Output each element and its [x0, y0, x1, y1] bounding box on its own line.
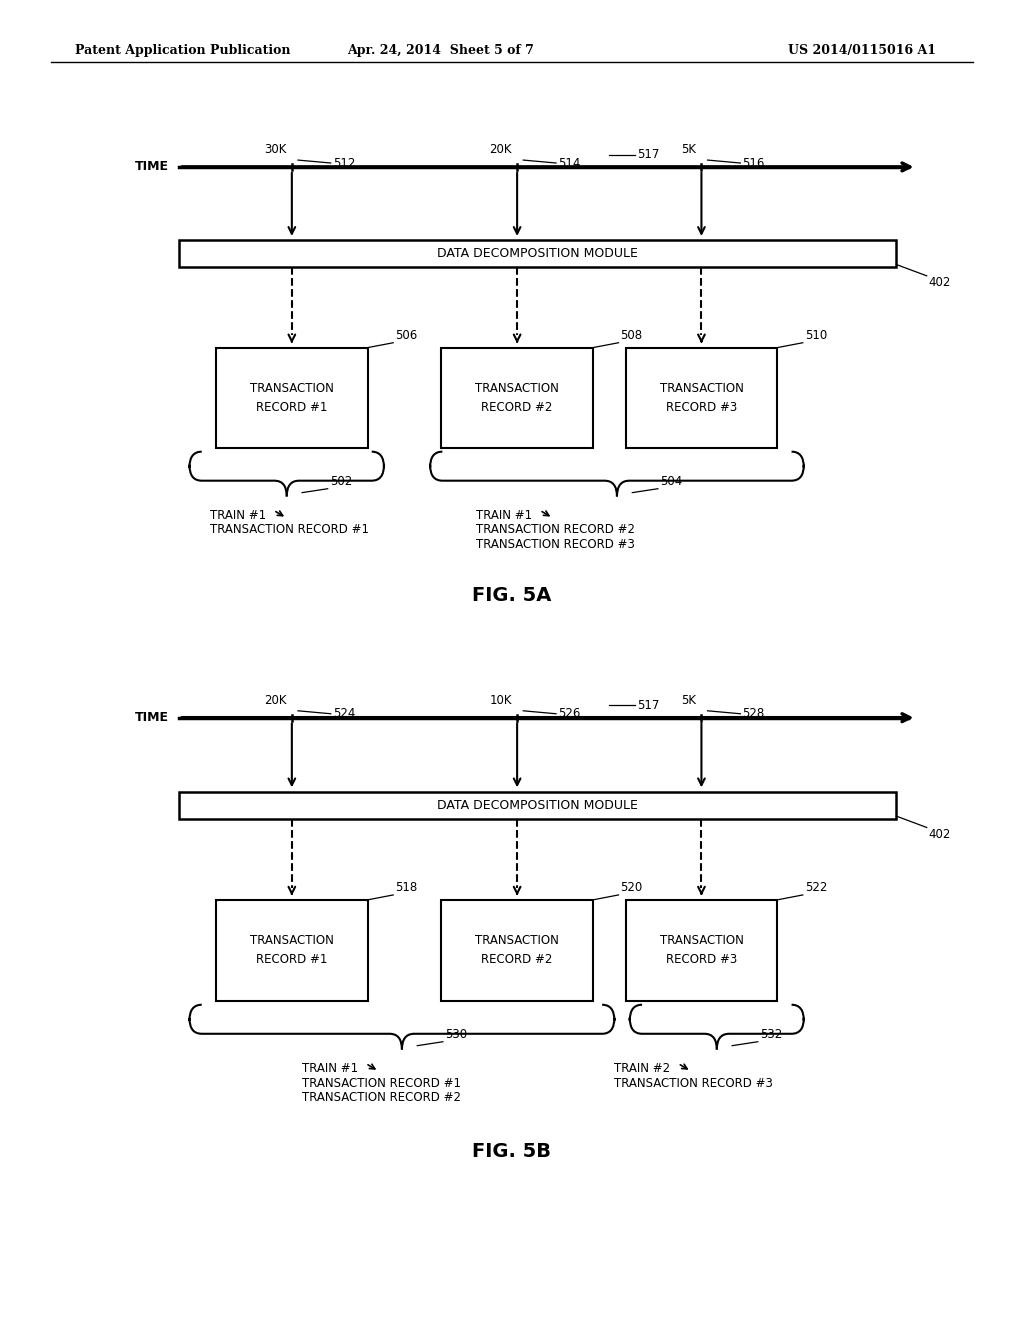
Text: TRANSACTION RECORD #3: TRANSACTION RECORD #3 [476, 539, 635, 550]
Text: TRANSACTION RECORD #3: TRANSACTION RECORD #3 [614, 1077, 773, 1090]
Text: TRANSACTION RECORD #1: TRANSACTION RECORD #1 [302, 1077, 461, 1090]
Text: Apr. 24, 2014  Sheet 5 of 7: Apr. 24, 2014 Sheet 5 of 7 [347, 44, 534, 57]
Text: 5K: 5K [681, 143, 696, 156]
Text: TRAIN #1: TRAIN #1 [302, 1061, 358, 1074]
Text: 5K: 5K [681, 694, 696, 706]
Text: 520: 520 [621, 882, 643, 895]
Text: 20K: 20K [264, 694, 287, 706]
Text: 508: 508 [621, 329, 643, 342]
Text: 20K: 20K [489, 143, 512, 156]
Text: DATA DECOMPOSITION MODULE: DATA DECOMPOSITION MODULE [437, 247, 638, 260]
Text: 512: 512 [333, 157, 355, 169]
Text: 528: 528 [742, 708, 765, 721]
Text: 514: 514 [558, 157, 581, 169]
Text: 402: 402 [929, 828, 951, 841]
Bar [626, 900, 777, 1001]
Text: TRANSACTION
RECORD #2: TRANSACTION RECORD #2 [475, 935, 559, 966]
Text: TRANSACTION
RECORD #1: TRANSACTION RECORD #1 [250, 381, 334, 413]
Text: 526: 526 [558, 708, 581, 721]
Text: TRANSACTION RECORD #2: TRANSACTION RECORD #2 [302, 1092, 461, 1105]
Bar [216, 900, 368, 1001]
Text: 524: 524 [333, 708, 355, 721]
Text: 504: 504 [660, 475, 682, 488]
Bar [216, 347, 368, 447]
Bar [441, 347, 593, 447]
Text: TRANSACTION
RECORD #3: TRANSACTION RECORD #3 [659, 935, 743, 966]
Text: TRAIN #2: TRAIN #2 [614, 1061, 671, 1074]
Text: 506: 506 [395, 329, 418, 342]
Text: TRANSACTION
RECORD #2: TRANSACTION RECORD #2 [475, 381, 559, 413]
Text: 518: 518 [395, 882, 418, 895]
Text: FIG. 5B: FIG. 5B [472, 1142, 552, 1160]
Bar [179, 240, 896, 267]
Text: TRAIN #1: TRAIN #1 [210, 508, 266, 521]
Text: 10K: 10K [489, 694, 512, 706]
Text: TRANSACTION RECORD #1: TRANSACTION RECORD #1 [210, 524, 369, 536]
Text: 517: 517 [637, 698, 659, 711]
Bar [441, 900, 593, 1001]
Text: 502: 502 [330, 475, 352, 488]
Text: TIME: TIME [135, 161, 169, 173]
Text: Patent Application Publication: Patent Application Publication [75, 44, 290, 57]
Text: 530: 530 [444, 1028, 467, 1041]
Bar [626, 347, 777, 447]
Text: TRANSACTION
RECORD #1: TRANSACTION RECORD #1 [250, 935, 334, 966]
Text: 30K: 30K [264, 143, 287, 156]
Text: 522: 522 [805, 882, 827, 895]
Text: FIG. 5A: FIG. 5A [472, 586, 552, 605]
Text: 517: 517 [637, 148, 659, 161]
Text: 402: 402 [929, 276, 951, 289]
Text: 516: 516 [742, 157, 765, 169]
Text: TRANSACTION RECORD #2: TRANSACTION RECORD #2 [476, 524, 635, 536]
Text: TRAIN #1: TRAIN #1 [476, 508, 532, 521]
Text: 532: 532 [760, 1028, 782, 1041]
Text: US 2014/0115016 A1: US 2014/0115016 A1 [788, 44, 937, 57]
Bar [179, 792, 896, 818]
Text: TIME: TIME [135, 711, 169, 725]
Text: 510: 510 [805, 329, 827, 342]
Text: DATA DECOMPOSITION MODULE: DATA DECOMPOSITION MODULE [437, 799, 638, 812]
Text: TRANSACTION
RECORD #3: TRANSACTION RECORD #3 [659, 381, 743, 413]
